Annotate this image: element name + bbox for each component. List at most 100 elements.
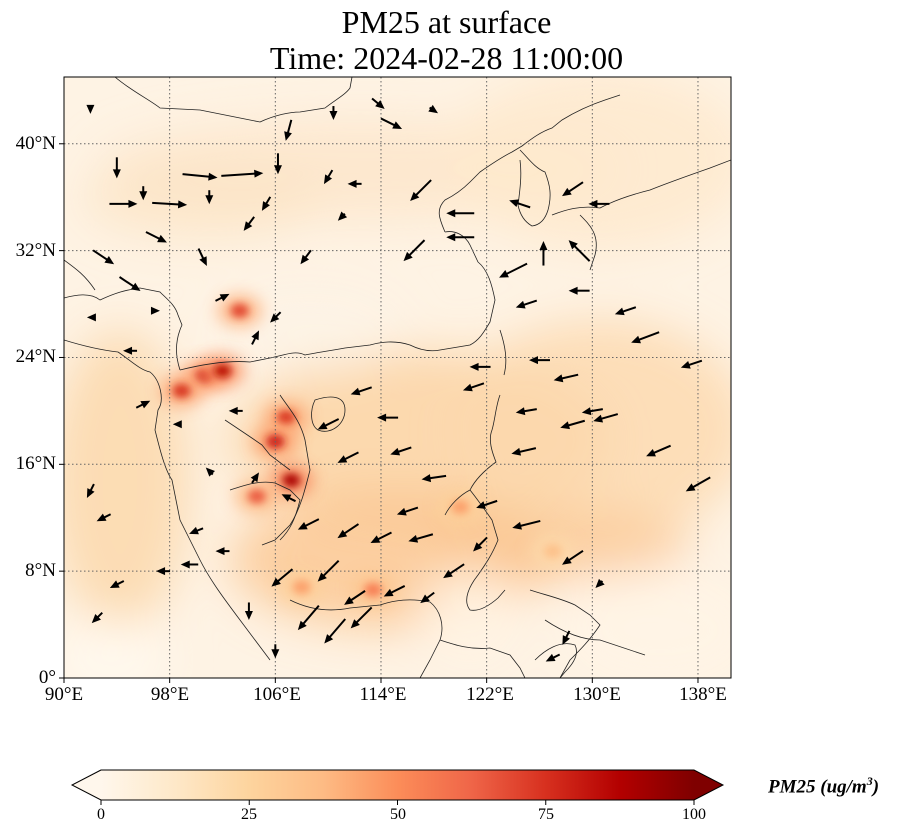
lon-tick-label: 114°E <box>359 684 407 705</box>
lon-tick-label: 90°E <box>44 684 84 705</box>
gridlines <box>64 77 731 678</box>
wind-arrow-head <box>91 613 101 624</box>
hotspot-core <box>282 473 301 488</box>
wind-arrow-head <box>128 199 138 208</box>
wind-arrow <box>631 331 660 344</box>
wind-arrow <box>515 299 538 309</box>
hotspot-core <box>172 383 191 398</box>
wind-arrow <box>337 211 348 221</box>
wind-arrow <box>562 549 584 565</box>
wind-arrow <box>271 644 280 659</box>
pm25-hotspots <box>159 294 575 606</box>
pm25-hotspot <box>351 573 396 606</box>
wind-arrow-head <box>337 455 348 463</box>
wind-arrow-head <box>140 400 151 409</box>
wind-arrow-head <box>462 383 473 392</box>
wind-arrow-head <box>443 569 453 579</box>
wind-arrow <box>377 413 399 422</box>
wind-arrow-head <box>350 619 360 629</box>
wind-arrow <box>370 531 392 544</box>
wind-arrow-head <box>377 413 387 422</box>
wind-arrow-head <box>139 191 148 201</box>
wind-arrow-head <box>261 201 270 211</box>
wind-arrow-head <box>297 522 308 530</box>
wind-arrow <box>86 104 95 114</box>
wind-arrow <box>428 104 439 114</box>
wind-arrow <box>300 249 312 265</box>
wind-arrow-head <box>562 635 571 645</box>
wind-arrow <box>297 518 320 530</box>
wind-arrow-head <box>112 169 121 179</box>
wind-arrow-head <box>588 199 598 208</box>
wind-arrow-head <box>86 488 95 499</box>
wind-arrow-head <box>396 507 407 516</box>
wind-arrow-head <box>323 174 333 185</box>
wind-arrow-head <box>383 588 394 597</box>
wind-arrow-shaft <box>320 559 340 579</box>
wind-arrow-head <box>300 254 310 265</box>
wind-arrow-head <box>350 387 361 396</box>
wind-arrow-head <box>254 169 264 178</box>
colorbar-label: PM25 (ug/m3) <box>768 774 879 798</box>
wind-arrow <box>408 533 434 543</box>
wind-arrow-head <box>473 542 483 552</box>
wind-arrow <box>215 547 230 556</box>
wind-arrow-head <box>509 199 519 208</box>
wind-arrow-head <box>685 483 696 492</box>
hotspot-core <box>276 410 295 425</box>
wind-arrow <box>568 286 590 295</box>
wind-arrow-head <box>104 255 115 265</box>
wind-arrow <box>189 526 204 535</box>
wind-arrow-head <box>177 200 188 209</box>
wind-arrow <box>270 311 282 323</box>
wind-arrow-head <box>215 547 225 556</box>
wind-arrow <box>337 451 359 463</box>
wind-arrow-head <box>317 572 327 582</box>
wind-arrow <box>568 240 591 262</box>
wind-arrow <box>281 494 296 503</box>
wind-arrow-head <box>390 447 401 456</box>
wind-arrow <box>96 513 112 522</box>
hotspot-core <box>451 500 470 515</box>
wind-arrow-head <box>499 270 509 278</box>
wind-arrow-head <box>512 521 522 530</box>
wind-arrow-head <box>511 447 522 456</box>
wind-arrow <box>509 199 531 209</box>
wind-arrow <box>462 382 485 392</box>
wind-arrow-shaft <box>300 604 320 627</box>
wind-arrow <box>205 467 215 477</box>
wind-arrow-head <box>528 356 538 365</box>
wind-arrow-head <box>614 307 625 316</box>
wind-arrow <box>420 591 435 604</box>
wind-arrow <box>118 276 141 292</box>
wind-arrow-head <box>324 634 334 644</box>
wind-arrow <box>512 519 541 530</box>
wind-arrow-head <box>251 330 260 341</box>
wind-arrow-head <box>86 313 96 322</box>
wind-arrow <box>403 239 426 262</box>
wind-arrow-head <box>337 529 348 539</box>
wind-arrow-head <box>344 596 354 605</box>
wind-arrow-head <box>515 300 526 309</box>
wind-arrow-shaft <box>503 262 528 277</box>
wind-arrow <box>347 179 362 188</box>
wind-arrow-shaft <box>689 476 711 490</box>
wind-arrow <box>511 447 537 456</box>
wind-arrow <box>588 199 610 208</box>
colorbar-extend-min <box>72 770 101 800</box>
wind-arrow <box>337 523 360 539</box>
lon-tick-label: 122°E <box>466 684 514 705</box>
wind-arrow-head <box>347 179 357 188</box>
colorbar-tick-label: 75 <box>538 806 554 823</box>
wind-arrow <box>317 418 340 430</box>
wind-arrow-head <box>130 282 141 292</box>
wind-arrow-head <box>476 501 486 509</box>
wind-arrow-head <box>562 556 572 565</box>
wind-arrow-head <box>281 494 292 502</box>
wind-arrow-shaft <box>274 568 294 584</box>
wind-arrow-head <box>329 111 338 121</box>
wind-arrow-shaft <box>327 618 347 641</box>
wind-arrow-head <box>469 362 479 371</box>
wind-arrow <box>273 153 282 175</box>
